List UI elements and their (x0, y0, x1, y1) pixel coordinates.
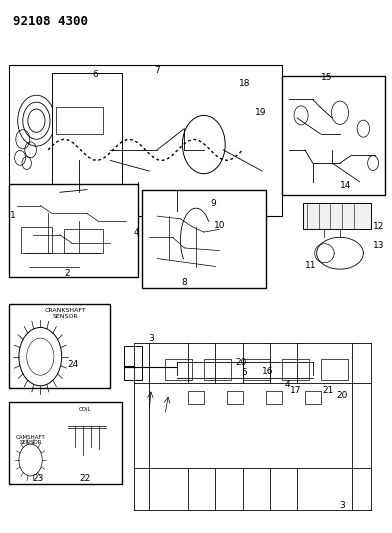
Bar (9, 402, 122, 484)
Bar (266, 391, 281, 405)
Text: 10: 10 (214, 221, 225, 230)
Text: 23: 23 (33, 474, 44, 483)
Text: 17: 17 (290, 386, 301, 395)
Bar (188, 391, 204, 405)
Bar (227, 391, 243, 405)
Bar (165, 359, 192, 381)
Text: 20: 20 (235, 358, 247, 367)
Bar (281, 359, 309, 381)
Text: 4: 4 (285, 381, 290, 390)
Text: 19: 19 (254, 108, 266, 117)
Text: 21: 21 (323, 386, 334, 395)
Text: 8: 8 (181, 278, 187, 287)
Text: 3: 3 (148, 334, 154, 343)
Bar (124, 346, 142, 381)
Text: 22: 22 (80, 474, 91, 483)
Bar (9, 65, 281, 216)
Text: CRANKSHAFT: CRANKSHAFT (45, 308, 87, 312)
Text: 18: 18 (239, 79, 250, 88)
Bar (21, 227, 52, 253)
Text: SENSOR: SENSOR (53, 314, 78, 319)
Text: 9: 9 (211, 198, 216, 207)
Text: 4: 4 (134, 228, 139, 237)
Text: 16: 16 (262, 367, 274, 376)
Bar (9, 184, 138, 277)
Text: 6: 6 (92, 70, 98, 79)
Bar (243, 359, 270, 381)
Text: 12: 12 (373, 222, 385, 231)
Bar (305, 391, 321, 405)
Text: 13: 13 (373, 241, 385, 250)
Text: 15: 15 (321, 73, 332, 82)
Bar (281, 76, 385, 195)
Text: SENSOR: SENSOR (19, 440, 42, 445)
Text: 11: 11 (305, 261, 317, 270)
Bar (56, 108, 103, 134)
Bar (9, 304, 111, 389)
Text: 14: 14 (340, 181, 352, 190)
Bar (52, 73, 122, 190)
Bar (64, 229, 103, 253)
Text: 1: 1 (10, 211, 16, 220)
Bar (204, 359, 231, 381)
Text: COIL: COIL (79, 407, 91, 411)
Bar (142, 190, 266, 288)
Text: 20: 20 (336, 391, 348, 400)
Text: 5: 5 (242, 368, 247, 377)
Text: 7: 7 (154, 66, 160, 75)
Bar (303, 203, 371, 229)
Bar (321, 359, 348, 381)
Text: 24: 24 (68, 360, 79, 369)
Text: CAMSHAFT: CAMSHAFT (16, 435, 45, 440)
Text: 92108 4300: 92108 4300 (13, 14, 88, 28)
Text: 2: 2 (65, 269, 71, 278)
Text: 3: 3 (339, 500, 345, 510)
